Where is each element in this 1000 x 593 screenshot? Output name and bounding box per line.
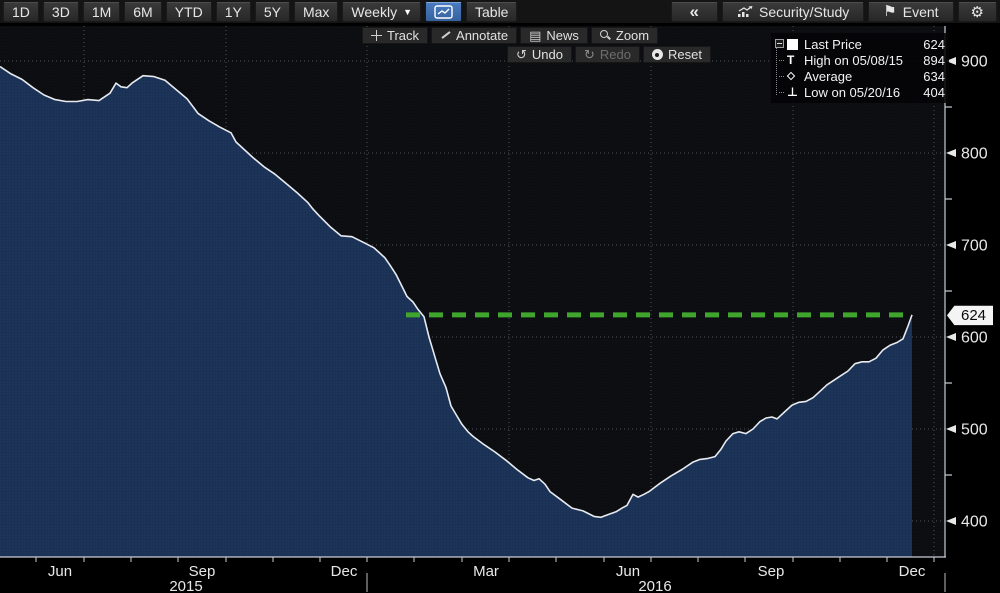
x-axis-labels: Jun Sep Dec Mar Jun Sep Dec 2015 2016: [48, 563, 926, 593]
table-view-button[interactable]: Table: [466, 1, 518, 22]
svg-text:800: 800: [961, 146, 988, 163]
x-axis-ticks: [35, 557, 935, 562]
range-button-5y[interactable]: 5Y: [254, 1, 290, 22]
pencil-icon: [440, 30, 451, 41]
redo-button[interactable]: ↻ Redo: [574, 46, 640, 63]
range-button-1m[interactable]: 1M: [82, 1, 121, 22]
magnifier-icon: [599, 30, 611, 41]
legend-tree-line: [776, 47, 777, 95]
flag-icon: ⚑: [883, 3, 897, 20]
svg-text:600: 600: [961, 330, 988, 347]
reset-target-icon: [651, 49, 663, 60]
last-price-swatch: [787, 38, 798, 50]
legend-value: 624: [923, 36, 945, 52]
line-chart-icon: [434, 4, 453, 19]
chart-region: 900 800 700 600 500 400 Jun Sep Dec Mar Jun Sep Dec 2…: [0, 24, 1000, 593]
legend-collapse-icon[interactable]: [775, 39, 784, 48]
study-chart-icon: [737, 5, 753, 18]
legend-label: Average: [804, 68, 853, 84]
reset-button[interactable]: Reset: [642, 46, 711, 63]
y-axis-labels: 900 800 700 600 500 400: [945, 54, 988, 531]
average-marker-icon: [786, 71, 796, 81]
svg-text:500: 500: [961, 422, 988, 439]
svg-text:2016: 2016: [638, 578, 671, 593]
security-study-button[interactable]: Security/Study: [722, 1, 865, 22]
range-button-ytd[interactable]: YTD: [165, 1, 212, 22]
legend-row-last-price[interactable]: Last Price 624: [774, 36, 945, 52]
legend-row-high[interactable]: T High on 05/08/15 894: [774, 52, 945, 68]
collapse-panel-button[interactable]: «: [670, 1, 719, 22]
legend-row-low[interactable]: ⊥ Low on 05/20/16 404: [774, 84, 945, 100]
period-label: Weekly: [351, 3, 398, 20]
svg-text:700: 700: [961, 238, 988, 255]
last-price-axis-tag: 624: [947, 305, 993, 326]
legend-tree-stub: [779, 60, 784, 61]
legend-value: 634: [923, 68, 945, 84]
undo-button[interactable]: ↺ Undo: [507, 46, 572, 63]
svg-text:Sep: Sep: [189, 563, 216, 580]
top-toolbar: 1D 3D 1M 6M YTD 1Y 5Y Max Weekly ▼ Table…: [0, 0, 1000, 24]
range-button-max[interactable]: Max: [293, 1, 339, 22]
svg-text:Mar: Mar: [473, 563, 499, 580]
range-button-6m[interactable]: 6M: [124, 1, 162, 22]
legend-tree-stub: [779, 92, 784, 93]
redo-label: Redo: [599, 47, 631, 62]
svg-text:900: 900: [961, 54, 988, 71]
legend-label: Last Price: [804, 36, 862, 52]
undo-label: Undo: [531, 47, 563, 62]
undo-redo-row: ↺ Undo ↻ Redo Reset: [507, 46, 711, 63]
reset-label: Reset: [667, 47, 702, 62]
legend-label: High on 05/08/15: [804, 52, 904, 68]
svg-text:Sep: Sep: [758, 563, 785, 580]
chevron-down-icon: ▼: [403, 6, 412, 17]
range-button-1y[interactable]: 1Y: [215, 1, 251, 22]
annotate-button[interactable]: Annotate: [431, 27, 518, 44]
settings-button[interactable]: ⚙: [957, 1, 997, 22]
gear-icon: ⚙: [970, 3, 984, 21]
redo-arrow-icon: ↻: [583, 47, 595, 62]
plot-texture: [0, 26, 945, 557]
zoom-button[interactable]: Zoom: [590, 27, 659, 44]
legend-tree-stub: [779, 76, 784, 77]
news-button[interactable]: ▤ News: [520, 27, 588, 44]
security-study-label: Security/Study: [759, 3, 850, 20]
event-label: Event: [902, 3, 939, 20]
legend-row-average[interactable]: Average 634: [774, 68, 945, 84]
crosshair-icon: [371, 30, 382, 41]
news-label: News: [546, 28, 579, 43]
period-dropdown[interactable]: Weekly ▼: [342, 1, 421, 22]
legend-value: 404: [923, 84, 945, 100]
svg-text:Dec: Dec: [899, 563, 926, 580]
legend-label: Low on 05/20/16: [804, 84, 901, 100]
legend-value: 894: [923, 52, 945, 68]
event-button[interactable]: ⚑ Event: [868, 1, 954, 22]
chart-tools-row: Track Annotate ▤ News Zoom: [362, 27, 659, 44]
track-label: Track: [387, 28, 420, 43]
svg-text:Jun: Jun: [48, 563, 72, 580]
chart-legend: Last Price 624 T High on 05/08/15 894 Av…: [771, 33, 949, 103]
high-marker-icon: T: [787, 53, 795, 67]
svg-text:2015: 2015: [169, 578, 202, 593]
svg-text:400: 400: [961, 514, 988, 531]
range-button-3d[interactable]: 3D: [42, 1, 79, 22]
zoom-label: Zoom: [615, 28, 650, 43]
track-button[interactable]: Track: [362, 27, 429, 44]
svg-text:Dec: Dec: [331, 563, 358, 580]
low-marker-icon: ⊥: [787, 85, 798, 99]
annotate-label: Annotate: [456, 28, 509, 43]
range-button-1d[interactable]: 1D: [3, 1, 39, 22]
undo-arrow-icon: ↺: [516, 47, 527, 62]
svg-text:Jun: Jun: [616, 563, 640, 580]
newspaper-icon: ▤: [529, 28, 542, 43]
top-toolbar-right: « Security/Study ⚑ Event: [670, 1, 997, 22]
price-chart-canvas: 900 800 700 600 500 400 Jun Sep Dec Mar Jun Sep Dec 2…: [0, 26, 988, 593]
double-chevron-left-icon: «: [689, 1, 700, 21]
chart-view-button[interactable]: [425, 1, 462, 22]
